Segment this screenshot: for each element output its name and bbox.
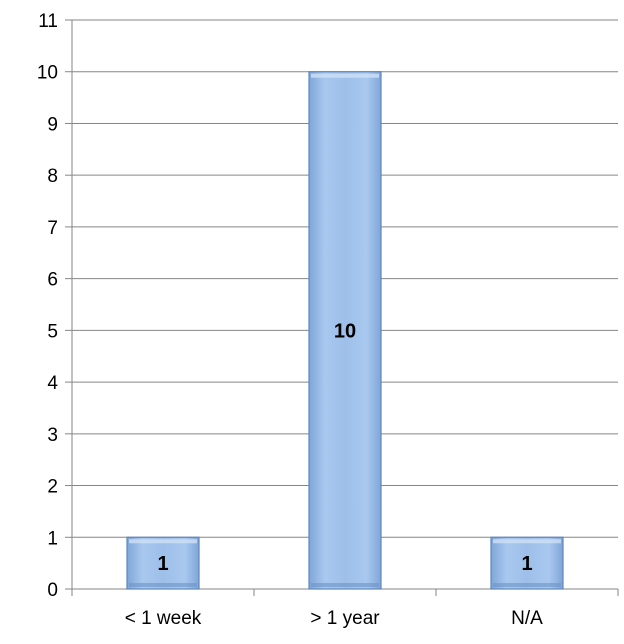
bar-bevel-bottom <box>493 583 561 587</box>
x-category-label: > 1 year <box>310 608 380 629</box>
x-category-label: < 1 week <box>125 608 202 629</box>
y-tick-label: 6 <box>47 270 58 291</box>
y-tick-label: 7 <box>47 218 58 239</box>
y-tick-label: 2 <box>47 477 58 498</box>
bar-bevel-top <box>129 539 197 544</box>
y-tick-label: 9 <box>47 114 58 135</box>
data-label: 10 <box>334 320 356 342</box>
y-tick-label: 1 <box>47 528 58 549</box>
data-label: 1 <box>521 553 532 575</box>
bar <box>126 536 200 590</box>
bar-bevel-bottom <box>129 583 197 587</box>
y-tick-label: 10 <box>37 63 58 84</box>
y-tick-label: 0 <box>47 580 58 601</box>
x-category-label: N/A <box>511 608 543 629</box>
data-label: 1 <box>157 553 168 575</box>
bar <box>490 536 564 590</box>
y-tick-label: 5 <box>47 321 58 342</box>
bars <box>126 71 564 590</box>
bar <box>308 71 382 590</box>
bar-bevel-top <box>311 73 379 78</box>
y-tick-label: 11 <box>38 11 58 32</box>
bar-bevel-top <box>493 539 561 544</box>
bar-bevel-bottom <box>311 583 379 587</box>
y-tick-label: 8 <box>47 166 58 187</box>
y-tick-label: 3 <box>47 425 58 446</box>
y-tick-label: 4 <box>47 373 58 394</box>
